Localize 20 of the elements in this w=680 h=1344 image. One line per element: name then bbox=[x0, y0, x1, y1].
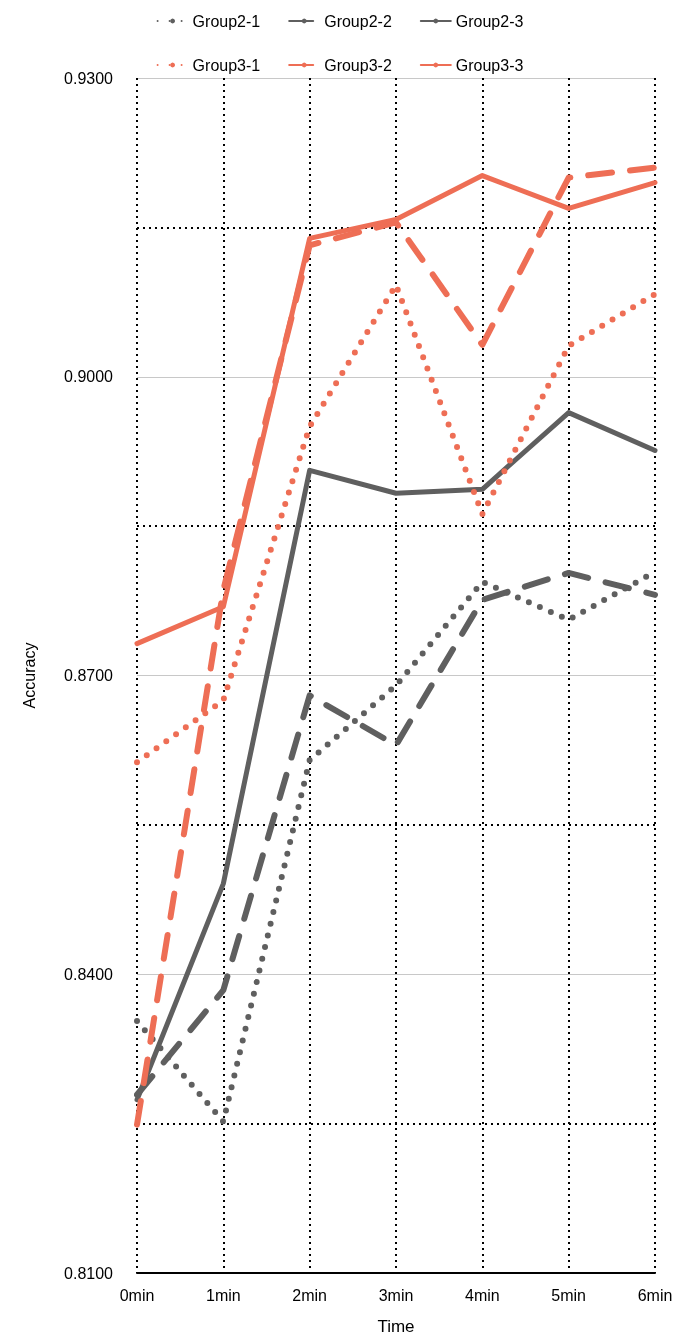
x-tick-label: 6min bbox=[637, 1286, 673, 1304]
legend-label: Group3-2 bbox=[324, 56, 392, 74]
x-tick-label: 3min bbox=[378, 1286, 414, 1304]
y-axis-title: Accuracy bbox=[20, 642, 38, 709]
y-tick-label: 0.8400 bbox=[64, 965, 114, 983]
legend-label: Group2-2 bbox=[324, 12, 392, 30]
legend-label: Group2-1 bbox=[192, 12, 261, 30]
x-tick-label: 5min bbox=[551, 1286, 587, 1304]
legend-label: Group3-1 bbox=[192, 56, 261, 74]
x-tick-label: 4min bbox=[464, 1286, 500, 1304]
legend-label: Group2-3 bbox=[455, 12, 524, 30]
y-tick-label: 0.9000 bbox=[64, 368, 114, 386]
x-tick-label: 0min bbox=[119, 1286, 155, 1304]
x-axis-title: Time bbox=[377, 1317, 415, 1336]
y-tick-label: 0.8100 bbox=[64, 1264, 114, 1282]
y-tick-label: 0.8700 bbox=[64, 667, 114, 684]
legend-label: Group3-3 bbox=[455, 56, 524, 74]
y-tick-label: 0.9300 bbox=[64, 69, 114, 87]
x-tick-label: 2min bbox=[292, 1286, 328, 1304]
x-tick-label: 1min bbox=[205, 1286, 241, 1304]
